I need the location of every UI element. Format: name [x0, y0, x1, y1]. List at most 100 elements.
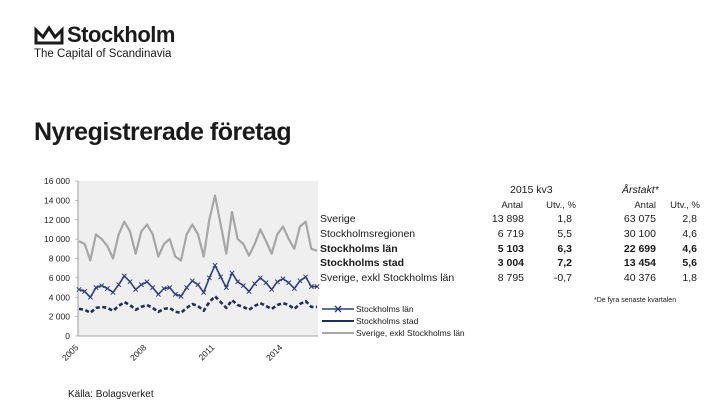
- data-point-lan: [308, 284, 314, 290]
- data-point-lan: [116, 282, 122, 288]
- x-tick-label: 2008: [128, 342, 149, 363]
- data-point-lan: [286, 280, 292, 286]
- x-tick-label: 2005: [60, 342, 81, 363]
- col-header-utv-kv: Utv., %: [546, 200, 576, 211]
- legend-label: Stockholms län: [356, 304, 414, 314]
- data-point-lan: [76, 286, 82, 293]
- cell-antal-kv: 6 719: [497, 227, 524, 240]
- legend-swatch-lan: [322, 305, 354, 313]
- data-point-lan: [274, 279, 280, 285]
- cell-antal-ar: 30 100: [623, 227, 656, 240]
- series-line-exkl: [78, 194, 318, 262]
- row-label: Stockholmsregionen: [320, 227, 416, 240]
- data-point-lan: [314, 284, 320, 290]
- data-point-lan: [223, 285, 229, 291]
- data-point-lan: [167, 285, 173, 291]
- row-label: Stockholms stad: [320, 257, 405, 270]
- data-point-lan: [99, 283, 105, 289]
- data-point-lan: [303, 274, 309, 280]
- cell-utv-ar: 2,8: [682, 213, 697, 225]
- legend-swatch-stad: [322, 320, 354, 322]
- data-point-lan: [178, 293, 184, 299]
- data-point-lan: [155, 291, 161, 297]
- brand-name: Stockholm: [67, 22, 175, 47]
- row-label: Sverige, exkl Stockholms län: [320, 272, 455, 285]
- data-point-lan: [240, 283, 246, 289]
- cell-utv-ar: 4,6: [682, 242, 697, 255]
- cell-antal-ar: 13 454: [623, 257, 656, 270]
- data-point-lan: [110, 289, 116, 295]
- cell-utv-ar: 5,6: [682, 257, 697, 270]
- data-point-lan: [144, 279, 150, 285]
- data-point-lan: [269, 286, 275, 293]
- page-title: Nyregistrerade företag: [34, 118, 292, 146]
- data-point-lan: [138, 282, 144, 288]
- cell-antal-kv: 5 103: [497, 242, 524, 255]
- cell-antal-ar: 40 376: [623, 272, 656, 285]
- data-point-lan: [263, 280, 269, 286]
- table-group-annual: Årstakt*: [622, 184, 659, 196]
- y-tick-label: 16 000: [44, 176, 70, 186]
- data-point-lan: [229, 270, 235, 276]
- y-tick-label: 2 000: [49, 312, 71, 322]
- brand-tagline: The Capital of Scandinavia: [34, 48, 172, 60]
- data-point-lan: [246, 288, 252, 294]
- col-header-antal-ar: Antal: [634, 200, 656, 211]
- cell-utv-kv: 6,3: [557, 242, 572, 255]
- cell-utv-kv: 1,8: [557, 213, 572, 225]
- row-label: Sverige: [320, 213, 356, 225]
- data-point-lan: [104, 285, 110, 292]
- data-point-lan: [257, 275, 263, 281]
- cell-antal-kv: 3 004: [497, 257, 524, 270]
- col-header-utv-ar: Utv., %: [670, 200, 700, 211]
- y-tick-label: 6 000: [49, 273, 71, 283]
- y-tick-label: 10 000: [44, 234, 70, 244]
- x-tick-label: 2014: [264, 342, 285, 363]
- data-point-lan: [195, 282, 201, 288]
- data-point-lan: [280, 276, 286, 282]
- table-footnote: *De fyra senaste kvartalen: [594, 297, 677, 304]
- data-point-lan: [150, 285, 156, 291]
- cell-antal-kv: 13 898: [491, 213, 524, 225]
- col-header-antal-kv: Antal: [501, 200, 523, 211]
- cell-antal-ar: 63 075: [623, 213, 656, 225]
- cell-antal-ar: 22 699: [623, 242, 656, 255]
- y-tick-label: 4 000: [49, 292, 71, 302]
- row-label: Stockholms län: [320, 242, 398, 255]
- data-point-lan: [201, 289, 207, 295]
- y-tick-label: 12 000: [44, 215, 70, 225]
- crown-icon: [34, 25, 64, 45]
- cell-utv-ar: 4,6: [682, 227, 697, 240]
- data-point-lan: [172, 291, 178, 297]
- legend-label: Sverige, exkl Stockholms län: [356, 328, 465, 338]
- data-point-lan: [82, 288, 88, 294]
- y-tick-label: 8 000: [49, 254, 71, 264]
- source-note: Källa: Bolagsverket: [68, 389, 154, 400]
- data-point-lan: [218, 274, 224, 280]
- legend-swatch-exkl: [322, 332, 354, 334]
- table-group-quarter: 2015 kv3: [510, 184, 553, 196]
- legend-label: Stockholms stad: [356, 316, 419, 326]
- data-point-lan: [235, 279, 241, 285]
- data-point-lan: [252, 281, 258, 287]
- plot-area: [78, 181, 318, 336]
- data-point-lan: [212, 262, 218, 268]
- cell-utv-kv: 5,5: [557, 227, 572, 240]
- data-point-lan: [133, 286, 139, 293]
- cell-antal-kv: 8 795: [497, 272, 524, 285]
- cell-utv-ar: 1,8: [682, 272, 697, 285]
- cell-utv-kv: 7,2: [557, 257, 572, 270]
- data-point-lan: [291, 285, 297, 292]
- data-point-lan: [184, 285, 190, 291]
- y-tick-label: 14 000: [44, 195, 70, 205]
- x-tick-label: 2011: [196, 342, 216, 362]
- series-line-stad: [78, 294, 317, 315]
- data-point-lan: [121, 273, 127, 279]
- data-point-lan: [189, 278, 195, 284]
- data-point-lan: [93, 285, 99, 291]
- data-point-lan: [206, 275, 212, 281]
- cell-utv-kv: -0,7: [553, 272, 572, 285]
- data-point-lan: [87, 294, 93, 300]
- data-point-lan: [161, 285, 167, 292]
